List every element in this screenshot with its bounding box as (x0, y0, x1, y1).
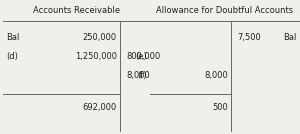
Text: Allowance for Doubtful Accounts: Allowance for Doubtful Accounts (156, 6, 293, 15)
Text: 1,250,000: 1,250,000 (75, 52, 117, 61)
Text: 7,500: 7,500 (237, 33, 261, 42)
Text: Accounts Receivable: Accounts Receivable (33, 6, 120, 15)
Text: 8,000: 8,000 (126, 70, 150, 80)
Text: (e): (e) (135, 52, 147, 61)
Text: 250,000: 250,000 (83, 33, 117, 42)
Text: 8,000: 8,000 (204, 70, 228, 80)
Text: 692,000: 692,000 (83, 103, 117, 112)
Text: (d): (d) (6, 52, 18, 61)
Text: (f): (f) (137, 70, 147, 80)
Text: 800,000: 800,000 (126, 52, 160, 61)
Text: 500: 500 (212, 103, 228, 112)
Text: Bal: Bal (284, 33, 297, 42)
Text: Bal: Bal (6, 33, 20, 42)
